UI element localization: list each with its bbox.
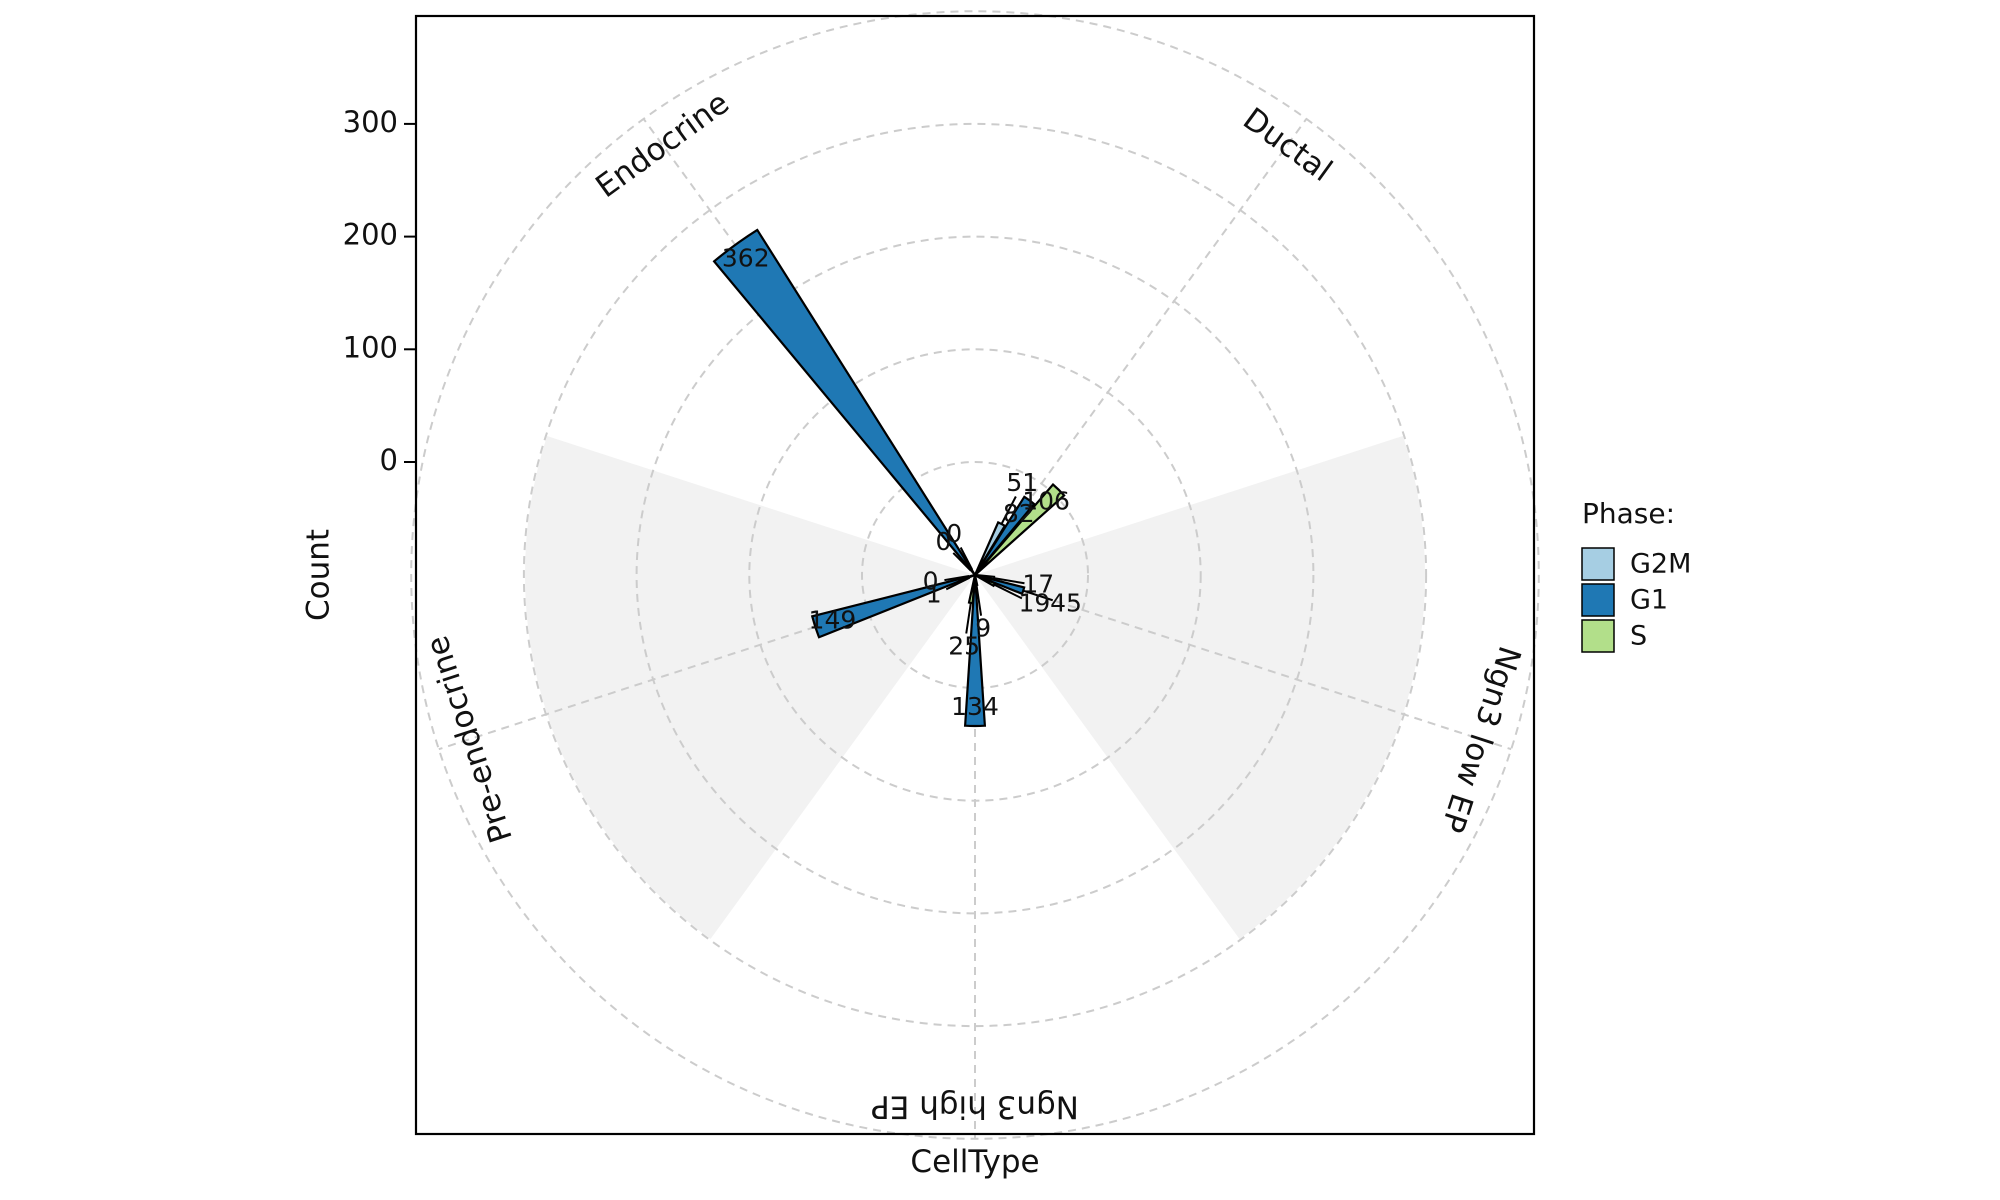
value-label-pre-endocrine-s: 0	[923, 566, 939, 595]
value-label-ductal-s: 106	[1022, 487, 1070, 516]
legend-key-g1	[1581, 583, 1615, 617]
label-leader-ngn3-low-ep-g1	[1022, 589, 1054, 602]
grid-spoke	[974, 574, 1512, 751]
label-leader-pre-endocrine-g2m	[945, 576, 971, 591]
legend-label-g2m: G2M	[1630, 549, 1691, 580]
legend: Phase: G2M G1 S	[1581, 497, 1691, 653]
label-leader-ngn3-low-ep-g2m	[993, 577, 1025, 585]
x-axis-title: CellType	[910, 1144, 1039, 1180]
y-axis-title: Count	[301, 529, 337, 621]
grid-circle	[861, 461, 1089, 689]
legend-label-g1: G1	[1630, 585, 1668, 616]
label-leader-ductal-g2m	[1000, 496, 1017, 525]
panel-border	[414, 14, 1536, 1136]
grid-circle	[635, 235, 1315, 915]
label-leader-endocrine-g2m	[952, 552, 972, 572]
value-label-pre-endocrine-g1: 149	[809, 605, 857, 634]
grid-circle	[522, 122, 1428, 1028]
y-tick-label: 300	[343, 105, 398, 139]
value-label-endocrine-g2m: 0	[936, 527, 952, 556]
value-label-ngn3-low-ep-g2m: 17	[1022, 570, 1054, 599]
bar-ductal-g1	[974, 495, 1036, 576]
value-label-ngn3-low-ep-s: 19	[1019, 589, 1051, 618]
shade-sector-ngn3-low-ep	[975, 435, 1426, 940]
label-leader-ngn3-high-ep-s	[965, 602, 972, 634]
y-tick-label: 200	[343, 218, 398, 252]
value-label-ductal-g1: 82	[1003, 499, 1035, 528]
grid-spoke	[974, 118, 1308, 576]
bar-ngn3-high-ep-g1	[963, 574, 987, 728]
y-tick-label: 100	[343, 330, 398, 364]
label-leader-endocrine-s	[959, 547, 974, 571]
value-label-ngn3-high-ep-g1: 134	[951, 692, 999, 721]
value-label-endocrine-g1: 362	[722, 244, 770, 273]
value-label-ductal-g2m: 51	[1006, 468, 1038, 497]
y-axis: 0 100 200 300	[343, 105, 416, 477]
label-leader-pre-endocrine-s	[944, 575, 970, 582]
legend-key-s	[1581, 619, 1615, 653]
value-label-ngn3-high-ep-s: 25	[948, 631, 980, 660]
grid-spoke	[438, 574, 976, 751]
bar-ngn3-high-ep-s	[967, 574, 977, 605]
bar-pre-endocrine-g1	[810, 573, 976, 639]
y-tick-label: 0	[380, 443, 398, 477]
category-label-ngn3-high-ep: Ngn3 high EP	[871, 1089, 1079, 1125]
legend-key-g2m	[1581, 547, 1615, 581]
label-leader-ngn3-low-ep-s	[993, 583, 1023, 600]
legend-title: Phase:	[1582, 497, 1675, 530]
bar-ductal-s	[974, 482, 1066, 576]
label-leader-ngn3-high-ep-g2m	[975, 584, 983, 616]
value-label-endocrine-s: 0	[946, 519, 962, 548]
value-label-ngn3-high-ep-g2m: 9	[975, 614, 991, 643]
value-label-ngn3-low-ep-g1: 45	[1050, 589, 1082, 618]
legend-label-s: S	[1630, 621, 1647, 652]
bar-endocrine-g1	[712, 228, 976, 576]
value-label-pre-endocrine-g2m: 1	[926, 580, 942, 609]
bars-layer	[712, 228, 1066, 728]
